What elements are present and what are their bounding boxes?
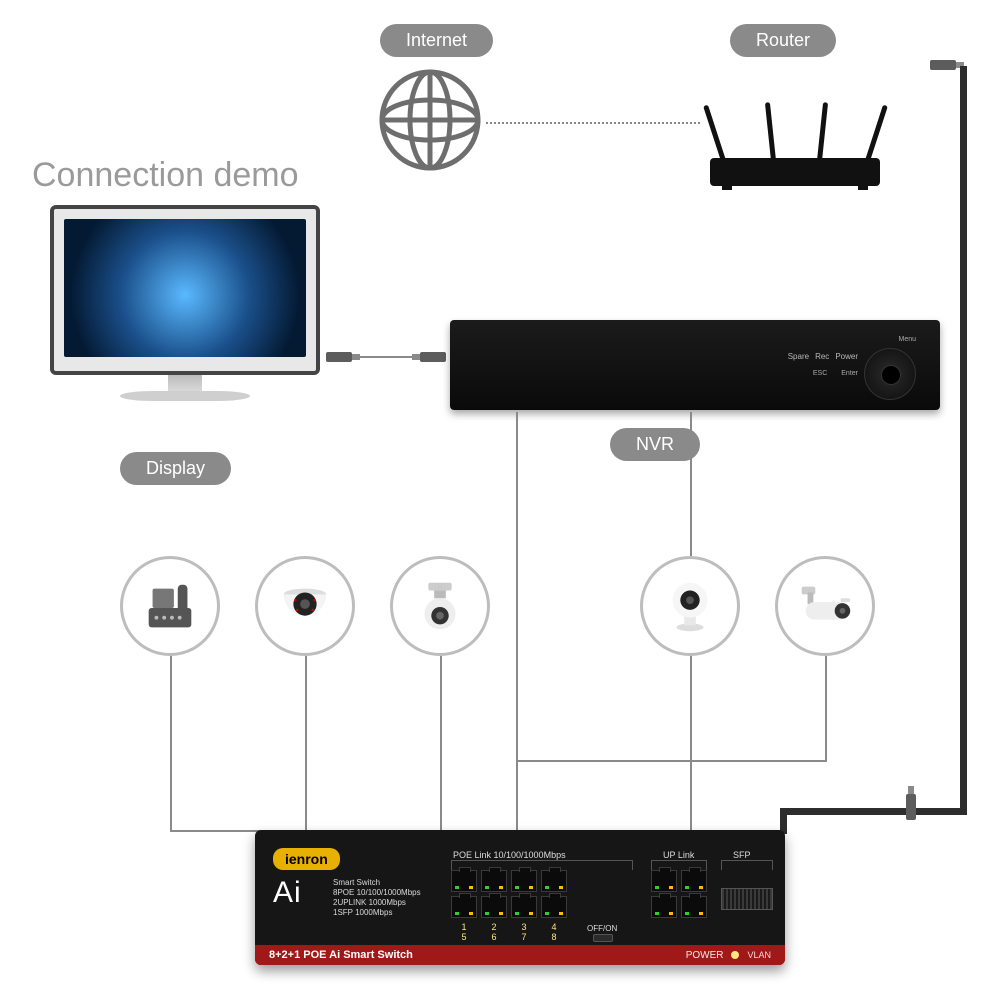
nvr-dpad — [864, 348, 916, 400]
sfp-port — [721, 888, 773, 910]
uplink-ports — [651, 870, 707, 918]
router-label: Router — [730, 24, 836, 57]
link-crossbar-left — [170, 830, 260, 832]
nvr-button-label: Menu — [898, 336, 916, 343]
port-number: 8 — [541, 932, 567, 942]
switch-model-title: 8+2+1 POE Ai Smart Switch — [269, 949, 413, 961]
hdmi-plug-display — [326, 352, 352, 362]
port-number: 5 — [451, 932, 477, 942]
globe-icon — [376, 66, 484, 174]
vlan-label: VLAN — [747, 950, 771, 960]
internet-label: Internet — [380, 24, 493, 57]
display-label: Display — [120, 452, 231, 485]
port-number: 7 — [511, 932, 537, 942]
device-indoor-camera — [640, 556, 740, 656]
indoor-camera-icon — [659, 575, 721, 637]
cable-plug-switch — [906, 794, 916, 820]
switch-specs: Smart Switch 8POE 10/100/1000Mbps 2UPLIN… — [333, 878, 421, 918]
switch-bottom-strip: 8+2+1 POE Ai Smart Switch POWER VLAN — [255, 945, 785, 965]
device-dome-camera — [255, 556, 355, 656]
port-number: 4 — [541, 922, 567, 932]
port-number: 2 — [481, 922, 507, 932]
switch-brand: ienron — [273, 848, 340, 870]
link-dev-3 — [440, 656, 442, 830]
port-number: 3 — [511, 922, 537, 932]
nvr-indicator: Spare — [788, 352, 809, 361]
nvr-indicator: Rec — [815, 352, 829, 361]
device-ip-phone — [120, 556, 220, 656]
link-dev-2 — [305, 656, 307, 830]
sfp-section-label: SFP — [733, 850, 751, 860]
nvr-label: NVR — [610, 428, 700, 461]
port-number: 6 — [481, 932, 507, 942]
vlan-toggle — [593, 934, 613, 942]
poe-switch: ienron Ai Smart Switch 8POE 10/100/1000M… — [255, 830, 785, 965]
poe-section-label: POE Link 10/100/1000Mbps — [453, 850, 566, 860]
nvr-device: Spare Rec Power ESC Enter Menu — [450, 320, 940, 410]
link-nvr-left — [516, 412, 518, 830]
link-dev-5 — [825, 656, 827, 760]
nvr-indicator: Power — [835, 352, 858, 361]
cable-router-vertical — [960, 66, 967, 808]
device-bullet-camera — [775, 556, 875, 656]
display-monitor — [50, 205, 320, 435]
diagram-title: Connection demo — [32, 156, 299, 195]
link-dev-1 — [170, 656, 172, 830]
switch-ai-label: Ai — [273, 876, 302, 910]
router-device — [690, 98, 900, 188]
bullet-camera-icon — [794, 575, 856, 637]
link-dev-4 — [690, 656, 692, 830]
phone-icon — [139, 575, 201, 637]
link-nvr-right — [690, 412, 692, 556]
ptz-camera-icon — [409, 575, 471, 637]
cable-plug-router — [930, 60, 956, 70]
power-label: POWER — [686, 950, 724, 961]
poe-ports-row1 — [451, 870, 567, 892]
cable-router-horizontal — [784, 808, 967, 815]
nvr-button-label: ESC — [813, 370, 827, 377]
link-internet-router — [486, 122, 700, 124]
poe-ports-row2 — [451, 896, 567, 918]
link-crossbar-right — [516, 760, 827, 762]
uplink-section-label: UP Link — [663, 850, 694, 860]
nvr-button-label: Enter — [841, 370, 858, 377]
dome-camera-icon — [274, 575, 336, 637]
toggle-off-on: OFF/ON — [587, 924, 617, 933]
port-number: 1 — [451, 922, 477, 932]
device-ptz-camera — [390, 556, 490, 656]
hdmi-plug-nvr — [420, 352, 446, 362]
